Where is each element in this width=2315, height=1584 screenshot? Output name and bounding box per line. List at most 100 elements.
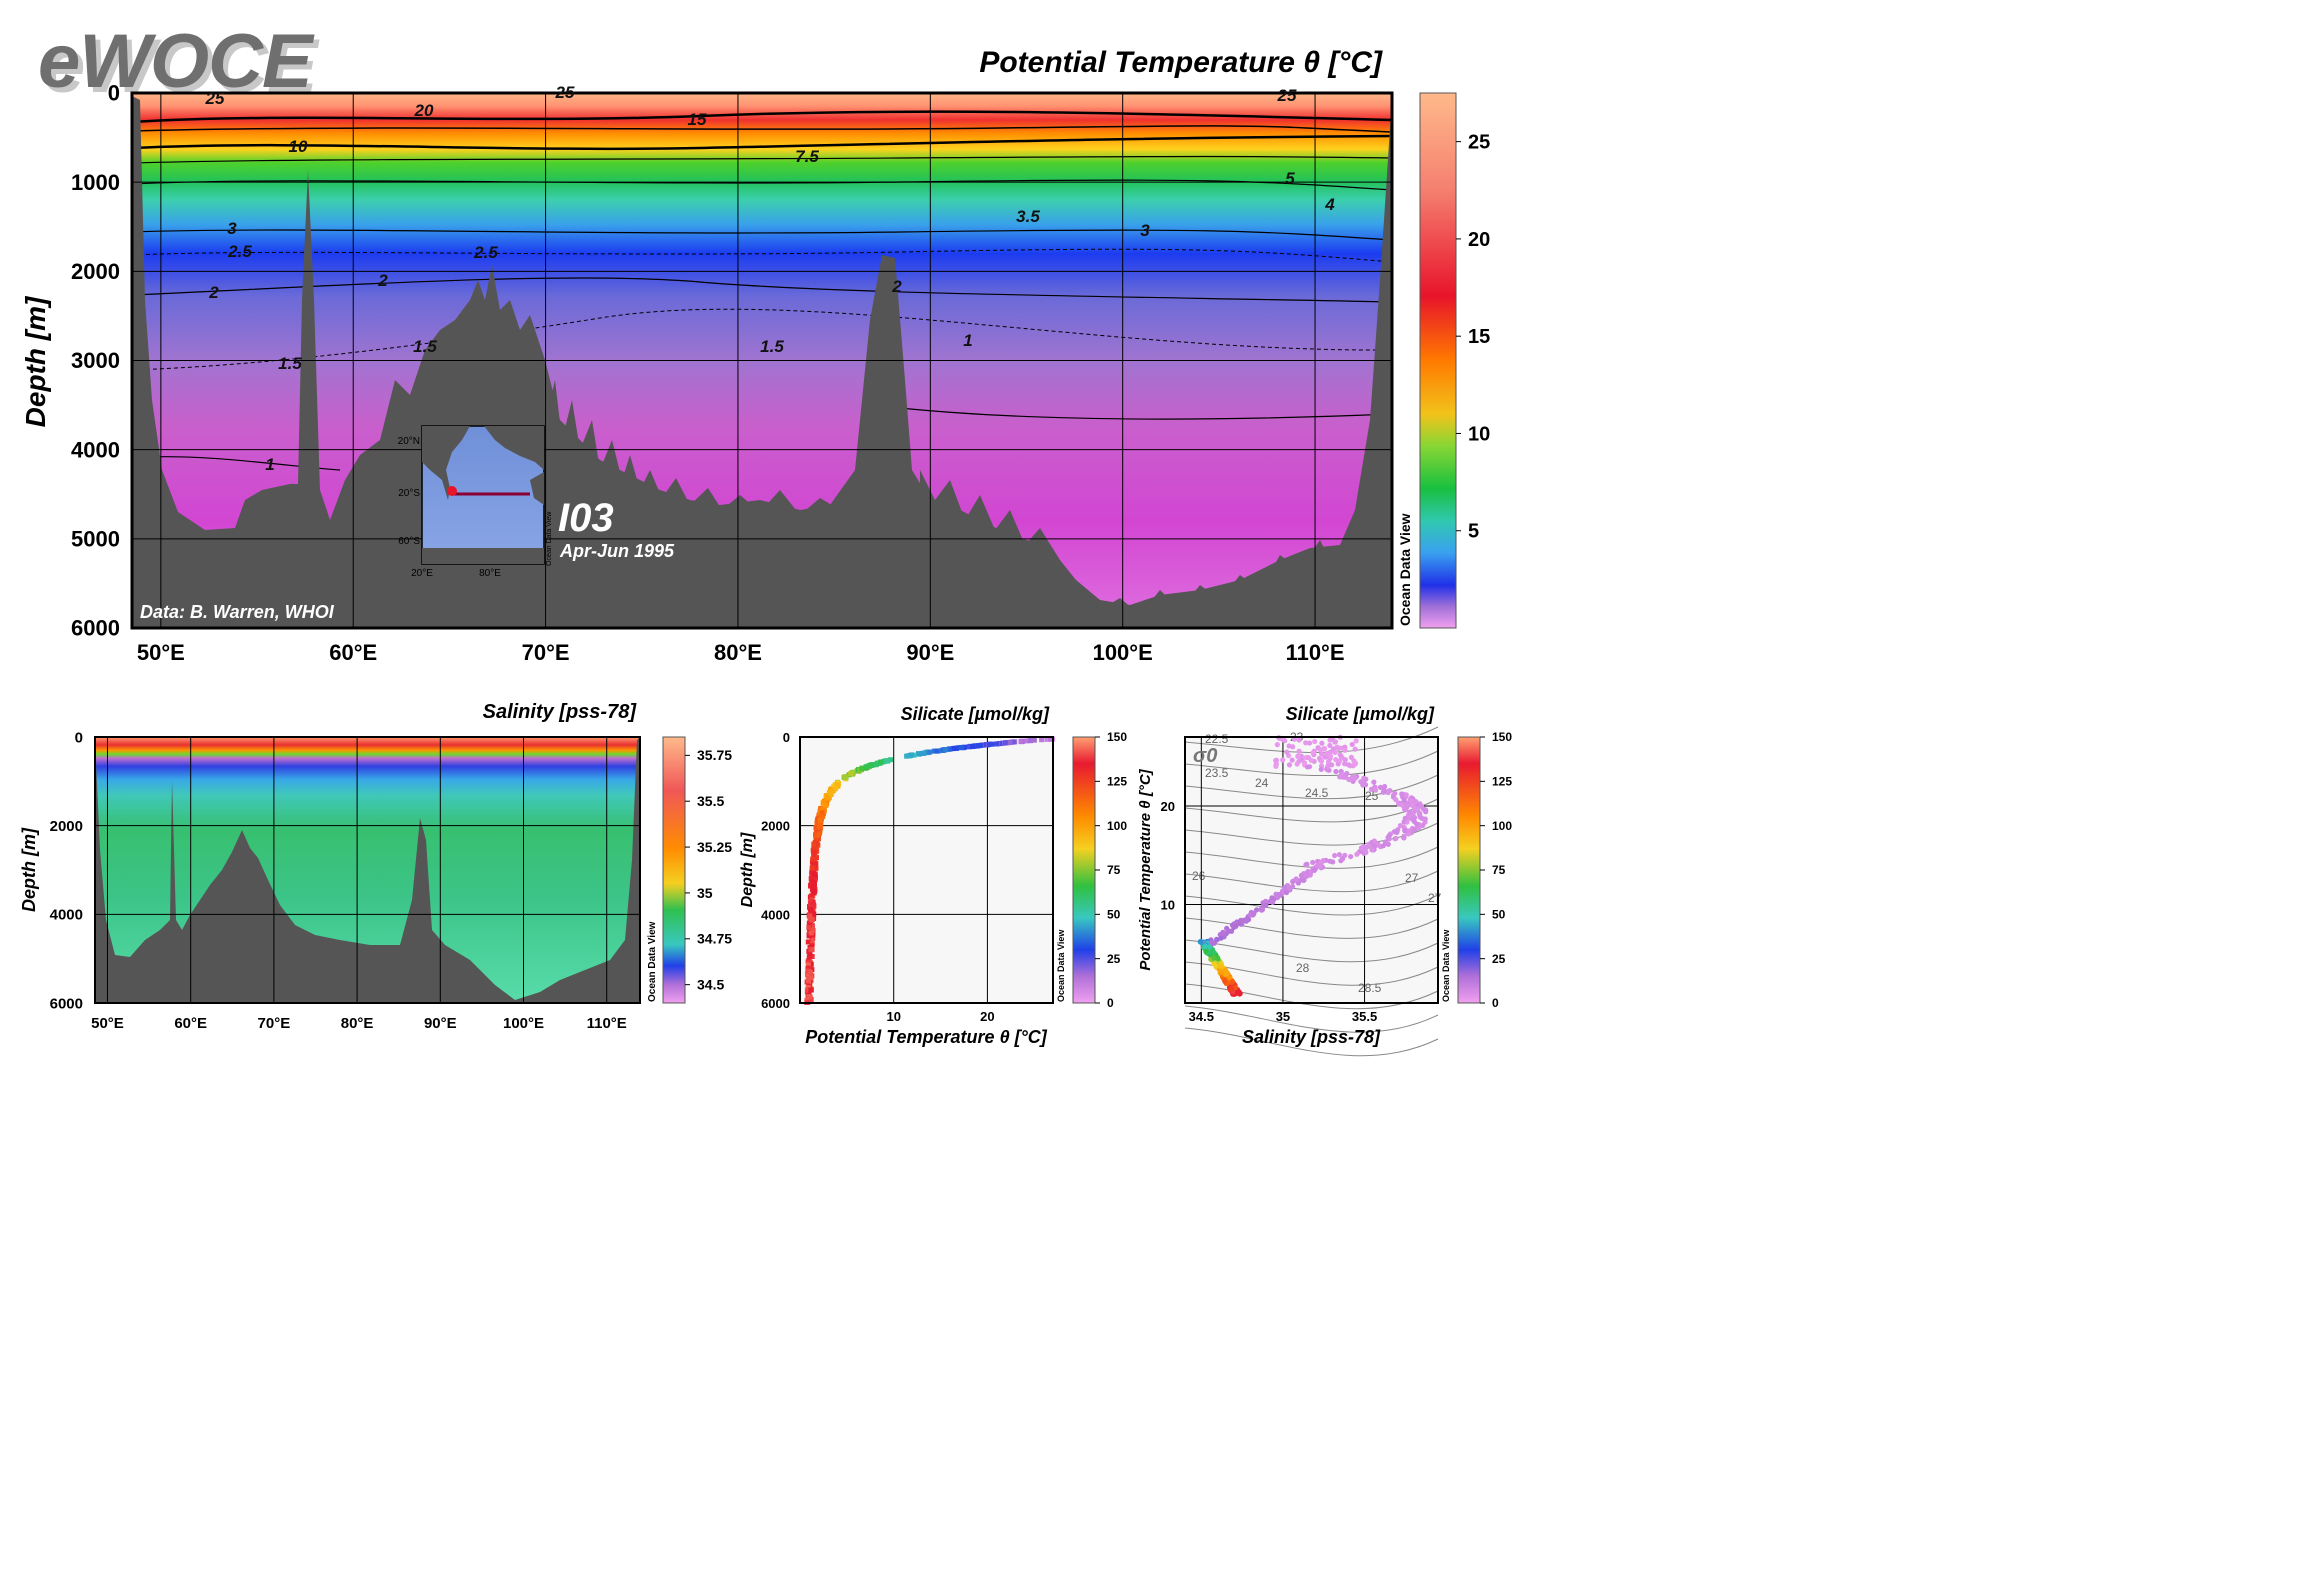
x-tick-label: 35	[1276, 1009, 1290, 1024]
data-point	[959, 744, 965, 750]
colorbar-tick-label: 34.5	[697, 977, 724, 993]
data-point	[1289, 883, 1296, 890]
data-point	[1282, 738, 1288, 744]
data-point	[1352, 775, 1358, 781]
salinity-grid	[95, 736, 640, 1004]
data-point	[859, 765, 865, 771]
data-point	[1311, 866, 1318, 873]
isopycnal-line	[1184, 939, 1439, 963]
data-point	[1422, 816, 1428, 822]
data-point	[1304, 764, 1311, 770]
data-point	[806, 994, 812, 1000]
silicate-ts-colorbar-ticks: 0 25 50 75 100 125 150	[1480, 730, 1512, 1010]
data-point	[806, 954, 812, 960]
data-point	[1337, 758, 1343, 764]
salinity-colorbar-ticks: 34.5 34.75 35 35.25 35.5 35.75	[685, 747, 732, 993]
data-point	[1207, 944, 1213, 950]
data-point	[969, 744, 975, 750]
data-point	[878, 759, 884, 765]
x-tick-label: 110°E	[587, 1015, 627, 1032]
contour-label: 2	[377, 271, 388, 290]
data-point	[1218, 963, 1224, 969]
data-point	[807, 969, 813, 975]
salinity-y-label: Depth [m]	[19, 827, 39, 912]
data-point	[1298, 872, 1304, 879]
salinity-colorbar-credit: Ocean Data View	[647, 921, 658, 1002]
data-point	[1375, 841, 1381, 847]
data-point	[1321, 745, 1328, 752]
data-point	[816, 812, 822, 818]
x-tick-label: 50°E	[137, 640, 185, 665]
data-point	[807, 950, 813, 956]
isopycnal-symbol: σ0	[1193, 745, 1217, 767]
data-point	[806, 978, 812, 984]
temperature-grid	[132, 92, 1392, 629]
data-point	[1401, 797, 1407, 803]
data-point	[812, 872, 818, 878]
x-tick-label: 50°E	[91, 1015, 124, 1032]
data-point	[1270, 895, 1276, 902]
data-point	[1305, 755, 1312, 761]
y-tick-label: 2000	[761, 819, 790, 834]
data-point	[808, 906, 814, 912]
silicate-ts-frame	[1184, 736, 1439, 1004]
data-point	[1380, 843, 1386, 849]
data-point	[1039, 737, 1045, 743]
isopycnal-label: 28.5	[1358, 981, 1382, 995]
data-point	[1318, 766, 1324, 772]
inset-lat-20s: 20°S	[398, 488, 420, 499]
data-point	[1401, 835, 1407, 841]
data-point	[1280, 757, 1286, 763]
isopycnal-label: 24	[1255, 776, 1269, 790]
data-point	[808, 930, 814, 936]
x-tick-label: 60°E	[329, 640, 377, 665]
data-point	[1197, 938, 1204, 945]
inset-map-section-start	[447, 486, 457, 496]
contour-label: 2.5	[227, 242, 252, 261]
data-point	[805, 965, 811, 971]
data-point	[1318, 758, 1325, 764]
data-point	[1234, 989, 1240, 996]
colorbar-tick-label: 35.5	[697, 793, 724, 809]
data-point	[816, 831, 822, 837]
data-point	[1336, 852, 1342, 858]
data-point	[1274, 742, 1280, 748]
contour-label: 1	[265, 455, 274, 474]
salinity-y-tick-labels: 0 2000 4000 6000	[50, 729, 83, 1012]
y-tick-label: 20	[1161, 799, 1175, 814]
data-point	[830, 788, 836, 794]
data-point	[873, 762, 879, 768]
isopycnal-label: 24.5	[1305, 786, 1329, 800]
temperature-section-panel: 0 1000 2000 3000 4000 5000 6000 50°E 60°E 70°E 80…	[20, 46, 1490, 665]
data-point	[951, 745, 957, 751]
silicate-ts-x-label: Salinity [pss-78]	[1242, 1027, 1381, 1047]
data-point	[1327, 742, 1333, 749]
data-point	[947, 746, 953, 752]
data-point	[1310, 859, 1316, 866]
data-point	[809, 865, 815, 871]
x-tick-label: 60°E	[174, 1015, 207, 1032]
data-point	[811, 890, 817, 896]
data-point	[805, 939, 811, 945]
silicate-ts-colorbar	[1457, 736, 1481, 1004]
x-tick-label: 100°E	[503, 1015, 544, 1032]
silicate-depth-title: Silicate [µmol/kg]	[901, 704, 1050, 724]
colorbar-tick-label: 150	[1107, 730, 1127, 744]
data-point	[1223, 968, 1229, 974]
data-point	[1341, 774, 1347, 780]
data-point	[1406, 828, 1412, 834]
silicate-ts-points	[1197, 734, 1429, 997]
salinity-bathymetry	[95, 737, 640, 1003]
data-point	[810, 861, 816, 867]
data-point	[1353, 738, 1359, 744]
data-point	[807, 913, 813, 919]
colorbar-tick-label: 10	[1468, 423, 1490, 445]
isopycnal-label: 27	[1428, 891, 1442, 905]
colorbar-tick-label: 50	[1492, 908, 1506, 922]
data-point	[1412, 805, 1418, 811]
isopycnal-line	[1184, 917, 1439, 939]
contour-label: 4	[1324, 195, 1335, 214]
data-point	[1371, 779, 1377, 785]
data-point	[1340, 856, 1346, 862]
data-point	[1286, 743, 1292, 749]
